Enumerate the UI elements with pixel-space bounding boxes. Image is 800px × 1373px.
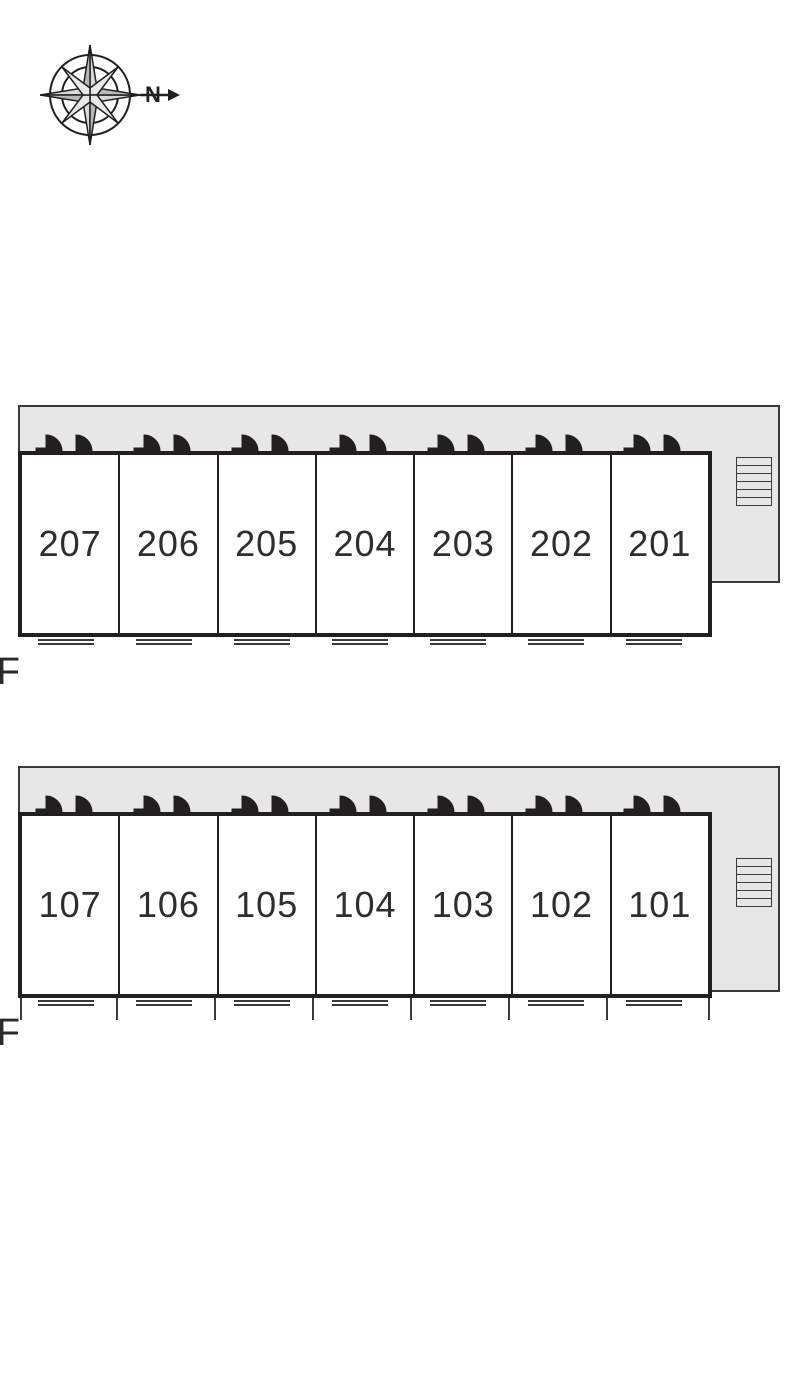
unit-label: 105: [235, 884, 298, 926]
unit-label: 205: [235, 523, 298, 565]
floor-label-1f: 1F: [0, 1012, 20, 1055]
unit-204: 204: [317, 455, 415, 633]
unit-label: 206: [137, 523, 200, 565]
unit-103: 103: [415, 816, 513, 994]
unit-205: 205: [219, 455, 317, 633]
unit-label: 101: [628, 884, 691, 926]
stair-area-1f: [712, 812, 780, 992]
corridor-2f: [18, 405, 780, 451]
unit-label: 201: [628, 523, 691, 565]
unit-206: 206: [120, 455, 218, 633]
floor-label-2f: 2F: [0, 651, 20, 694]
unit-label: 207: [39, 523, 102, 565]
stair-area-2f: [712, 451, 780, 583]
unit-label: 107: [39, 884, 102, 926]
unit-207: 207: [22, 455, 120, 633]
unit-label: 204: [333, 523, 396, 565]
unit-201: 201: [612, 455, 708, 633]
unit-104: 104: [317, 816, 415, 994]
unit-105: 105: [219, 816, 317, 994]
unit-202: 202: [513, 455, 611, 633]
unit-106: 106: [120, 816, 218, 994]
stairs-icon: [736, 457, 772, 505]
unit-101: 101: [612, 816, 708, 994]
window-sills-1f: [18, 1000, 712, 1018]
units-2f: 207 206 205 204 203 202 201: [18, 451, 712, 637]
unit-label: 104: [333, 884, 396, 926]
unit-203: 203: [415, 455, 513, 633]
unit-102: 102: [513, 816, 611, 994]
unit-label: 203: [432, 523, 495, 565]
stairs-icon: [736, 858, 772, 906]
units-1f: 107 106 105 104 103 102 101: [18, 812, 712, 998]
compass: N: [40, 40, 180, 150]
unit-label: 102: [530, 884, 593, 926]
unit-label: 106: [137, 884, 200, 926]
unit-label: 202: [530, 523, 593, 565]
unit-label: 103: [432, 884, 495, 926]
unit-107: 107: [22, 816, 120, 994]
corridor-1f: [18, 766, 780, 812]
window-sills-2f: [18, 639, 712, 657]
